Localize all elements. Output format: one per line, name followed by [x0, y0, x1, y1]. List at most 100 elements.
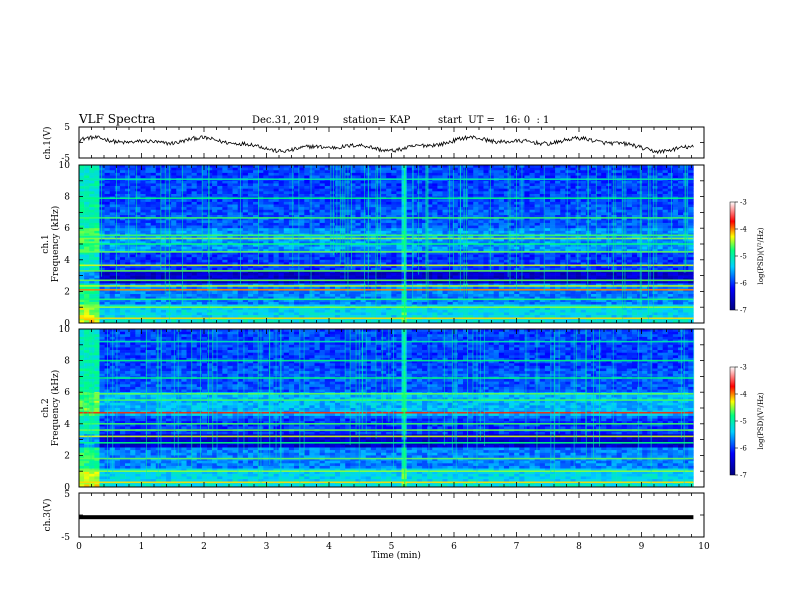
spectrogram-cell: [422, 215, 428, 218]
spectrogram-cell: [370, 175, 377, 179]
spectrogram-cell: [79, 167, 85, 171]
spectrogram-cell: [575, 249, 582, 253]
spectrogram-cell: [125, 257, 131, 261]
spectrogram-cell: [590, 191, 597, 195]
spectrogram-cell: [601, 251, 607, 255]
spectrogram-cell: [432, 165, 438, 168]
spectrogram-cell: [242, 175, 249, 179]
spectrogram-cell: [386, 220, 392, 224]
spectrogram-cell: [550, 251, 556, 255]
spectrogram-cell: [145, 180, 151, 184]
spectrogram-cell: [483, 215, 489, 218]
spectrogram-cell: [688, 193, 694, 197]
spectrogram-cell: [258, 244, 264, 247]
spectrogram-cell: [375, 257, 382, 261]
spectrogram-cell: [84, 267, 90, 271]
spectrogram-cell: [278, 209, 285, 213]
spectrogram-cell: [621, 238, 628, 242]
spectrogram-cell: [135, 191, 141, 195]
spectrogram-cell: [422, 175, 428, 179]
spectrogram-cell: [452, 259, 459, 263]
spectrogram-cell: [662, 165, 669, 168]
spectrogram-cell: [94, 165, 100, 168]
spectrogram-cell: [222, 215, 228, 218]
spectrogram-cell: [89, 257, 95, 261]
spectrogram-cell: [350, 225, 356, 229]
spectrogram-cell: [84, 180, 90, 184]
spectrogram-cell: [135, 257, 141, 261]
spectrogram-cell: [222, 236, 228, 240]
spectrogram-cell: [381, 246, 387, 250]
spectrogram-cell: [391, 193, 397, 197]
spectrogram-cell: [422, 251, 428, 255]
spectrogram-cell: [355, 257, 361, 261]
spectrogram-cell: [611, 236, 617, 240]
spectrogram-cell: [555, 267, 561, 271]
spectrogram-cell: [94, 199, 100, 203]
spectrogram-cell: [621, 215, 628, 218]
spectrogram-cell: [381, 251, 387, 255]
spectrogram-cell: [84, 241, 90, 245]
spectrogram-cell: [242, 215, 249, 218]
spectrogram-cell: [171, 254, 177, 258]
spectrogram-cell: [667, 267, 674, 271]
spectrogram-cell: [283, 228, 290, 232]
spectrogram-cell: [432, 170, 438, 174]
spectrogram-cell: [452, 251, 459, 255]
spectrogram-cell: [427, 244, 433, 247]
spectrogram-cell: [406, 238, 413, 242]
spectrogram-cell: [662, 215, 669, 218]
spectrogram-cell: [688, 167, 694, 171]
spectrogram-cell: [370, 259, 377, 263]
spectrogram-cell: [309, 217, 315, 221]
spectrogram-cell: [411, 254, 418, 258]
spectrogram-cell: [145, 251, 151, 255]
spectrogram-cell: [171, 270, 177, 274]
spectrogram-cell: [268, 186, 274, 189]
spectrogram-cell: [488, 215, 494, 218]
spectrogram-cell: [314, 244, 320, 247]
spectrogram-cell: [89, 188, 95, 192]
spectrogram-cell: [160, 267, 167, 271]
spectrogram-cell: [509, 262, 515, 266]
spectrogram-cell: [130, 201, 136, 205]
spectrogram-cell: [406, 246, 413, 250]
spectrogram-cell: [181, 204, 187, 208]
spectrogram-cell: [667, 186, 674, 189]
spectrogram-cell: [166, 220, 172, 224]
spectrogram-cell: [678, 249, 684, 253]
spectrogram-cell: [678, 267, 684, 271]
spectrogram-cell: [242, 251, 249, 255]
spectrogram-cell: [621, 230, 628, 234]
spectrogram-cell: [247, 186, 254, 189]
spectrogram-cell: [104, 241, 111, 245]
spectrogram-cell: [652, 265, 658, 268]
spectrogram-cell: [488, 167, 494, 171]
spectrogram-cell: [299, 236, 305, 240]
spectrogram-cell: [432, 199, 438, 203]
spectrogram-cell: [258, 259, 264, 263]
spectrogram-cell: [642, 183, 648, 187]
spectrogram-cell: [498, 244, 505, 247]
spectrogram-cell: [688, 220, 694, 224]
spectrogram-cell: [509, 217, 515, 221]
spectrogram-cell: [432, 175, 438, 179]
spectrogram-cell: [273, 254, 279, 258]
spectrogram-cell: [227, 209, 233, 213]
spectrogram-cell: [509, 201, 515, 205]
spectrogram-cell: [283, 249, 290, 253]
spectrogram-cell: [196, 220, 203, 224]
spectrogram-cell: [350, 267, 356, 271]
spectrogram-cell: [657, 215, 663, 218]
spectrogram-cell: [468, 241, 474, 245]
spectrogram-cell: [468, 236, 474, 240]
spectrogram-cell: [626, 241, 633, 245]
spectrogram-cell: [488, 225, 494, 229]
spectrogram-cell: [565, 241, 571, 245]
spectrogram-cell: [222, 201, 228, 205]
spectrogram-cell: [145, 254, 151, 258]
spectrogram-cell: [462, 170, 469, 174]
spectrogram-cell: [191, 222, 198, 226]
spectrogram-cell: [509, 191, 515, 195]
spectrogram-cell: [84, 270, 90, 274]
